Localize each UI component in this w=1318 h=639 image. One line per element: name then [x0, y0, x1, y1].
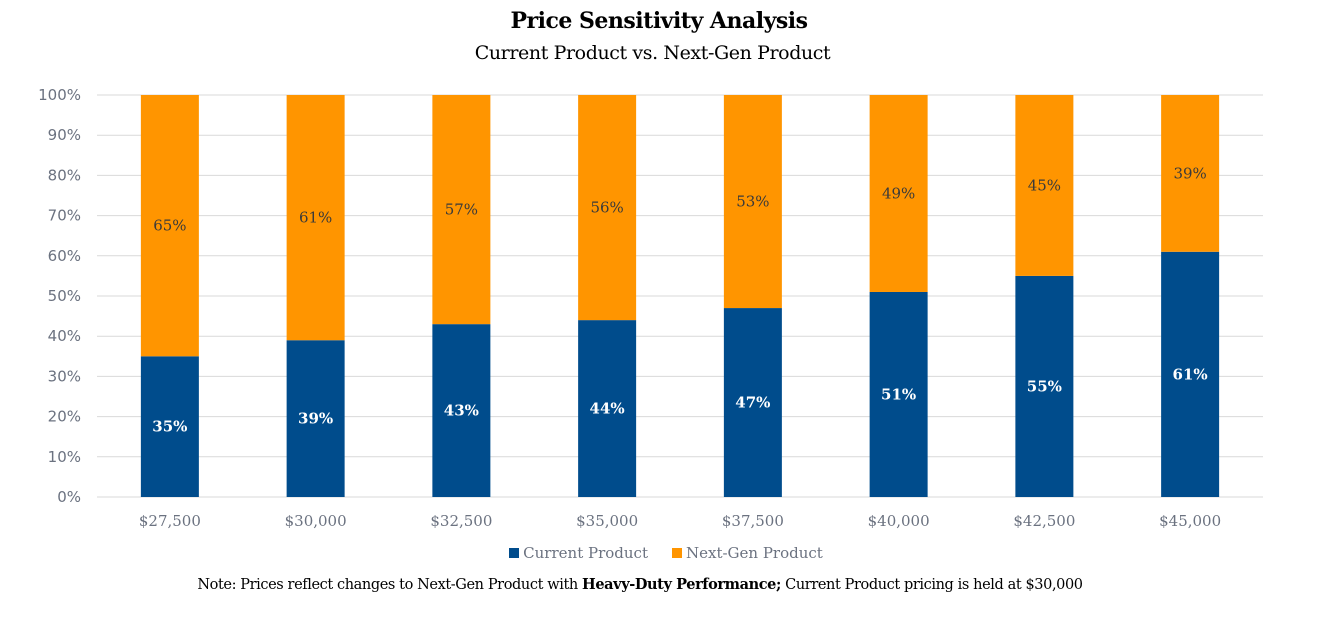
data-label: 39% [298, 410, 333, 428]
data-label: 39% [1173, 164, 1206, 182]
bar-current-product [578, 320, 637, 497]
data-label: 43% [444, 402, 479, 420]
data-label: 44% [590, 400, 625, 418]
y-tick-label: 90% [48, 126, 81, 144]
bar-next-gen-product [869, 95, 928, 292]
bar-next-gen-product [432, 95, 491, 325]
x-tick-label: $35,000 [576, 512, 638, 530]
y-tick-label: 70% [48, 207, 81, 225]
y-tick-label: 50% [48, 287, 81, 305]
bar-current-product [432, 324, 491, 497]
bar-next-gen-product [723, 95, 782, 309]
bar-current-product [1015, 275, 1074, 497]
legend-swatch-next-gen-product [671, 548, 682, 558]
x-tick-label: $30,000 [285, 512, 347, 530]
bars [140, 95, 1220, 497]
footnote-prefix: Note: Prices reflect changes to Next-Gen… [197, 577, 583, 593]
y-tick-label: 80% [48, 166, 81, 184]
legend: Current Product Next-Gen Product [0, 544, 1318, 562]
x-tick-label: $42,500 [1013, 512, 1075, 530]
bar-current-product [869, 291, 928, 497]
legend-label: Next-Gen Product [685, 544, 823, 562]
bar-current-product [723, 308, 782, 497]
data-label: 35% [152, 418, 187, 436]
footnote-bold: Heavy-Duty Performance; [582, 576, 781, 593]
legend-item-next-gen-product[interactable]: Next-Gen Product [671, 544, 823, 562]
y-tick-label: 20% [48, 408, 81, 426]
y-tick-label: 100% [38, 86, 81, 104]
legend-item-current-product[interactable]: Current Product [509, 544, 648, 562]
bar-next-gen-product [140, 95, 199, 357]
data-label: 56% [590, 199, 623, 217]
x-tick-label: $40,000 [868, 512, 930, 530]
x-tick-label: $27,500 [139, 512, 201, 530]
bar-next-gen-product [578, 95, 637, 321]
footnote: Note: Prices reflect changes to Next-Gen… [0, 576, 1280, 593]
data-labels: 35% 65% 39% 61% 43% 57% 44% 56% 47% 53% 51% 49% 55% 4… [152, 164, 1207, 435]
x-tick-label: $45,000 [1159, 512, 1221, 530]
data-label: 51% [881, 385, 916, 403]
bar-next-gen-product [1161, 95, 1220, 252]
data-label: 61% [1173, 365, 1208, 383]
x-tick-label: $32,500 [430, 512, 492, 530]
chart-subtitle: Current Product vs. Next-Gen Product [474, 42, 831, 64]
bar-next-gen-product [1015, 95, 1074, 276]
bar-next-gen-product [286, 95, 345, 341]
chart-title: Price Sensitivity Analysis [510, 8, 808, 34]
data-label: 55% [1027, 377, 1062, 395]
y-tick-label: 30% [48, 367, 81, 385]
bar-current-product [286, 340, 345, 497]
data-label: 47% [735, 394, 770, 412]
x-tick-label: $37,500 [722, 512, 784, 530]
data-label: 49% [882, 184, 915, 202]
y-tick-label: 0% [57, 488, 81, 506]
bar-current-product [1161, 251, 1220, 497]
data-label: 61% [299, 209, 332, 227]
data-label: 57% [445, 201, 478, 219]
y-axis-ticks: 0% 10% 20% 30% 40% 50% 60% 70% 80% 90% 100% [38, 86, 81, 506]
y-tick-label: 40% [48, 327, 81, 345]
y-tick-label: 60% [48, 247, 81, 265]
x-axis-ticks: $27,500 $30,000 $32,500 $35,000 $37,500 $40,0… [139, 512, 1221, 530]
bar-current-product [140, 356, 199, 497]
data-label: 45% [1028, 176, 1061, 194]
y-tick-label: 10% [48, 448, 81, 466]
legend-label: Current Product [523, 544, 648, 562]
data-label: 65% [153, 217, 186, 235]
gridlines [97, 94, 1263, 498]
footnote-suffix: Current Product pricing is held at $30,0… [780, 577, 1083, 593]
data-label: 53% [736, 193, 769, 211]
legend-swatch-current-product [509, 548, 520, 558]
